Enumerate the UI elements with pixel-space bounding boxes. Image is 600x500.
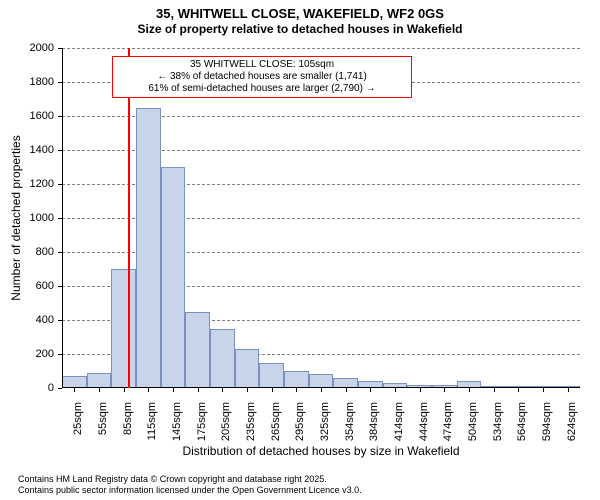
y-tick-label: 0 xyxy=(48,382,54,394)
y-tick-label: 200 xyxy=(36,348,54,360)
y-axis-label: Number of detached properties xyxy=(9,135,23,300)
x-tick xyxy=(74,388,75,392)
x-tick-label: 444sqm xyxy=(418,402,430,441)
annotation-line: 35 WHITWELL CLOSE: 105sqm xyxy=(115,59,409,71)
x-tick xyxy=(346,388,347,392)
y-tick-label: 1600 xyxy=(30,110,54,122)
x-tick xyxy=(568,388,569,392)
x-tick-label: 325sqm xyxy=(319,402,331,441)
y-tick-label: 600 xyxy=(36,280,54,292)
x-tick xyxy=(222,388,223,392)
footer-line: Contains HM Land Registry data © Crown c… xyxy=(18,474,362,485)
annotation-line: ← 38% of detached houses are smaller (1,… xyxy=(115,71,409,83)
y-tick-label: 1200 xyxy=(30,178,54,190)
x-tick-label: 205sqm xyxy=(220,402,232,441)
y-tick-label: 1800 xyxy=(30,76,54,88)
x-tick xyxy=(247,388,248,392)
x-tick xyxy=(420,388,421,392)
y-tick-label: 1000 xyxy=(30,212,54,224)
x-tick-label: 295sqm xyxy=(294,402,306,441)
x-tick-label: 594sqm xyxy=(541,402,553,441)
x-tick xyxy=(321,388,322,392)
x-tick-label: 624sqm xyxy=(566,402,578,441)
x-tick-label: 175sqm xyxy=(196,402,208,441)
x-tick-label: 414sqm xyxy=(393,402,405,441)
histogram-bar xyxy=(136,108,161,389)
x-tick-label: 85sqm xyxy=(122,402,134,435)
x-axis-label: Distribution of detached houses by size … xyxy=(62,444,580,458)
x-tick xyxy=(444,388,445,392)
y-tick xyxy=(58,388,62,389)
plot-area: 020040060080010001200140016001800200025s… xyxy=(62,48,580,388)
x-tick-label: 145sqm xyxy=(171,402,183,441)
x-axis-line xyxy=(62,387,580,388)
x-tick-label: 55sqm xyxy=(97,402,109,435)
histogram-bar xyxy=(111,269,136,388)
x-tick-label: 115sqm xyxy=(146,402,158,440)
histogram-bar xyxy=(235,349,260,388)
x-tick xyxy=(395,388,396,392)
annotation-line: 61% of semi-detached houses are larger (… xyxy=(115,83,409,95)
x-tick xyxy=(198,388,199,392)
highlight-marker-line xyxy=(128,48,130,388)
x-tick xyxy=(148,388,149,392)
annotation-callout: 35 WHITWELL CLOSE: 105sqm← 38% of detach… xyxy=(112,56,412,98)
y-tick-label: 800 xyxy=(36,246,54,258)
attribution-footer: Contains HM Land Registry data © Crown c… xyxy=(18,474,362,496)
x-tick xyxy=(494,388,495,392)
x-tick xyxy=(370,388,371,392)
histogram-bar xyxy=(87,373,112,388)
gridline xyxy=(62,48,580,50)
histogram-bar xyxy=(309,374,334,388)
footer-line: Contains public sector information licen… xyxy=(18,485,362,496)
x-tick-label: 265sqm xyxy=(270,402,282,441)
y-axis-line xyxy=(62,48,63,388)
histogram-bar xyxy=(259,363,284,389)
x-tick-label: 235sqm xyxy=(245,402,257,441)
x-tick xyxy=(543,388,544,392)
chart-area: 0 200 400 600 800 1000 1200 1400 1600 1800 2000 25s… xyxy=(0,0,600,500)
x-tick xyxy=(469,388,470,392)
histogram-bar xyxy=(284,371,309,388)
x-tick xyxy=(272,388,273,392)
y-tick-label: 2000 xyxy=(30,42,54,54)
x-tick xyxy=(296,388,297,392)
x-tick xyxy=(99,388,100,392)
x-tick-label: 504sqm xyxy=(467,402,479,441)
y-tick-label: 400 xyxy=(36,314,54,326)
x-tick-label: 384sqm xyxy=(368,402,380,441)
x-tick xyxy=(124,388,125,392)
x-tick-label: 534sqm xyxy=(492,402,504,441)
histogram-bar xyxy=(210,329,235,389)
histogram-bar xyxy=(185,312,210,389)
x-tick xyxy=(518,388,519,392)
y-tick-label: 1400 xyxy=(30,144,54,156)
x-tick-label: 25sqm xyxy=(72,402,84,435)
x-tick-label: 474sqm xyxy=(442,402,454,441)
x-tick-label: 564sqm xyxy=(516,402,528,441)
histogram-bar xyxy=(161,167,186,388)
x-tick-label: 354sqm xyxy=(344,402,356,441)
x-tick xyxy=(173,388,174,392)
